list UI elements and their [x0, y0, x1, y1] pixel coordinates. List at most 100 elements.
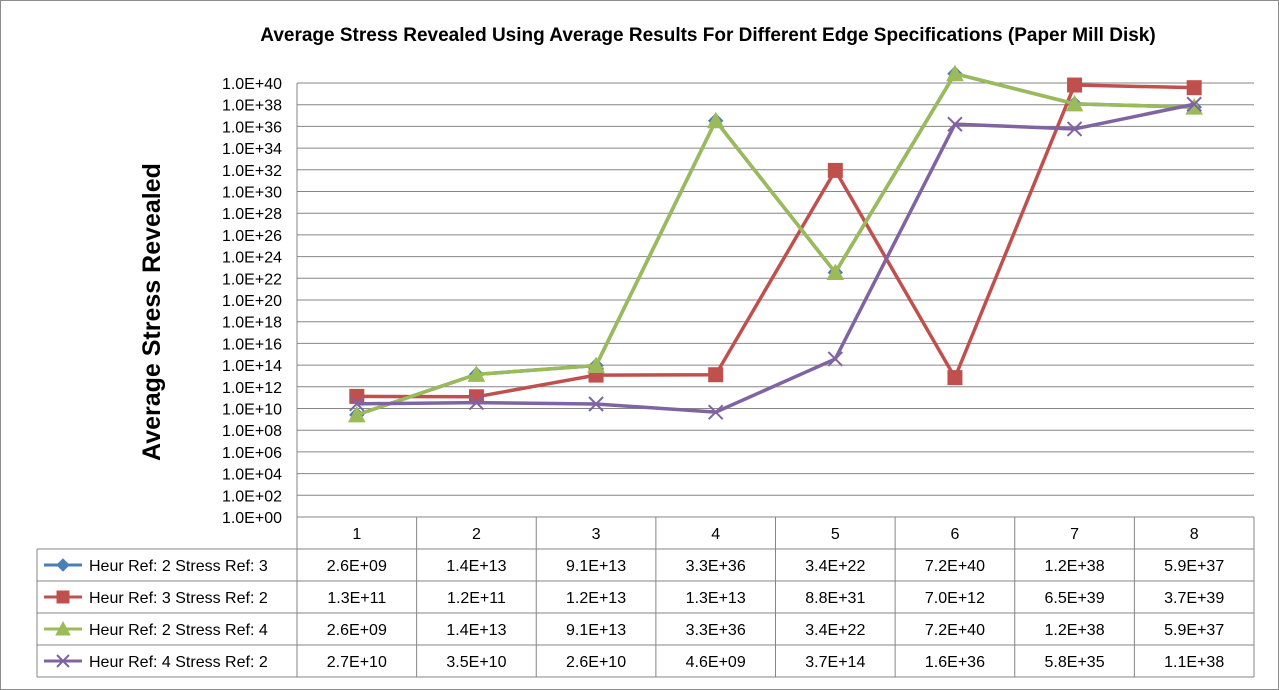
- y-tick-label: 1.0E+32: [222, 163, 282, 180]
- table-cell: 3.4E+22: [805, 558, 865, 575]
- series-group: [349, 77, 1202, 405]
- data-point: [349, 396, 365, 412]
- y-tick-label: 1.0E+16: [222, 336, 282, 353]
- y-tick-label: 1.0E+12: [222, 380, 282, 397]
- table-cell: 1.2E+11: [447, 590, 506, 607]
- table-cell: 5.8E+35: [1045, 654, 1105, 671]
- table-cell: 1.3E+11: [327, 590, 386, 607]
- table-cell: 3.4E+22: [805, 622, 865, 639]
- y-tick-label: 1.0E+34: [222, 141, 282, 158]
- chart-title: Average Stress Revealed Using Average Re…: [260, 25, 1155, 46]
- data-point: [55, 620, 71, 636]
- table-cell: 1.2E+13: [566, 590, 626, 607]
- legend-key: [44, 654, 82, 668]
- data-table: 1 2 3 4 5 6 7 8 Heur Ref: 2 Stress Ref: 3 2.6E+09…: [36, 83, 1255, 678]
- y-tick-label: 1.0E+30: [222, 185, 282, 202]
- data-point: [706, 111, 725, 129]
- legend-label: Heur Ref: 3 Stress Ref: 2: [89, 590, 268, 607]
- table-cell: 1.2E+38: [1045, 622, 1105, 639]
- data-point: [1066, 121, 1083, 137]
- y-tick-label: 1.0E+00: [222, 510, 282, 527]
- table-cell: 5.9E+37: [1164, 558, 1224, 575]
- x-tick-label: 2: [472, 526, 481, 543]
- legend-label: Heur Ref: 4 Stress Ref: 2: [89, 654, 268, 671]
- table-cell: 2.7E+10: [327, 654, 387, 671]
- table-cell: 1.1E+38: [1164, 654, 1224, 671]
- y-axis-ticks: 1.0E+00 1.0E+02 1.0E+04 1.0E+06 1.0E+08 1.0E+…: [222, 76, 282, 527]
- y-axis-label: Average Stress Revealed: [138, 163, 166, 461]
- y-tick-label: 1.0E+24: [222, 250, 282, 267]
- data-point: [826, 263, 845, 281]
- data-point: [349, 388, 365, 404]
- data-point: [707, 404, 724, 420]
- table-cell: 4.6E+09: [686, 654, 746, 671]
- gridlines: [297, 82, 1254, 518]
- table-cell: 2.6E+09: [327, 558, 387, 575]
- legend-label: Heur Ref: 2 Stress Ref: 4: [89, 622, 268, 639]
- data-point: [947, 370, 963, 386]
- series-line: [356, 102, 1195, 414]
- table-cell: 3.5E+10: [446, 654, 506, 671]
- series-layer: [347, 64, 1204, 423]
- table-cell: 2.6E+09: [327, 622, 387, 639]
- table-cell: 9.1E+13: [566, 622, 626, 639]
- data-point: [56, 590, 70, 604]
- data-point: [468, 394, 485, 411]
- x-tick-label: 4: [711, 526, 720, 543]
- y-tick-label: 1.0E+06: [222, 445, 282, 462]
- table-cell: 1.3E+13: [686, 590, 746, 607]
- table-cell: 9.1E+13: [566, 558, 626, 575]
- y-tick-label: 1.0E+36: [222, 119, 282, 136]
- x-tick-label: 3: [592, 526, 601, 543]
- table-cell: 7.0E+12: [925, 590, 985, 607]
- x-tick-label: 8: [1190, 526, 1199, 543]
- series-group: [347, 64, 1204, 423]
- table-cell: 6.5E+39: [1045, 590, 1105, 607]
- table-cell: 3.3E+36: [686, 622, 746, 639]
- data-point: [1065, 94, 1084, 112]
- y-tick-label: 1.0E+28: [222, 206, 282, 223]
- x-tick-label: 5: [831, 526, 840, 543]
- series-group: [349, 96, 1202, 420]
- y-tick-label: 1.0E+22: [222, 271, 282, 288]
- data-point: [827, 162, 843, 178]
- table-cell: 8.8E+31: [805, 590, 865, 607]
- data-point: [347, 405, 366, 423]
- y-tick-label: 1.0E+26: [222, 228, 282, 245]
- table-cell: 1.4E+13: [446, 558, 506, 575]
- data-point: [827, 351, 844, 367]
- table-cell: 1.2E+38: [1045, 558, 1105, 575]
- series-line: [356, 71, 1195, 417]
- data-point: [588, 396, 604, 412]
- table-cell: 1.4E+13: [446, 622, 506, 639]
- data-point: [1186, 96, 1202, 112]
- data-point: [467, 365, 486, 382]
- data-point: [708, 367, 724, 383]
- table-cell: 7.2E+40: [925, 558, 985, 575]
- legend-label: Heur Ref: 2 Stress Ref: 3: [89, 558, 268, 575]
- data-point: [56, 558, 70, 572]
- table-cell: 1.6E+36: [925, 654, 985, 671]
- data-point: [946, 64, 964, 82]
- series-line: [356, 71, 1195, 417]
- y-tick-label: 1.0E+18: [222, 315, 282, 332]
- table-cell: 5.9E+37: [1164, 622, 1224, 639]
- legend-key: [44, 558, 82, 572]
- table-cell: 2.6E+10: [566, 654, 626, 671]
- y-tick-label: 1.0E+08: [222, 423, 282, 440]
- table-cell: 7.2E+40: [925, 622, 985, 639]
- data-point: [947, 116, 963, 132]
- x-tick-label: 7: [1070, 526, 1079, 543]
- table-cell: 3.7E+14: [805, 654, 865, 671]
- y-tick-label: 1.0E+14: [222, 358, 282, 375]
- legend-key: [44, 620, 82, 636]
- y-tick-label: 1.0E+20: [222, 293, 282, 310]
- y-tick-label: 1.0E+40: [222, 76, 282, 93]
- x-tick-label: 1: [352, 526, 361, 543]
- data-point: [56, 654, 70, 668]
- table-cell: 3.7E+39: [1164, 590, 1224, 607]
- legend-key: [44, 590, 82, 604]
- data-point: [587, 356, 605, 374]
- y-tick-label: 1.0E+38: [222, 98, 282, 115]
